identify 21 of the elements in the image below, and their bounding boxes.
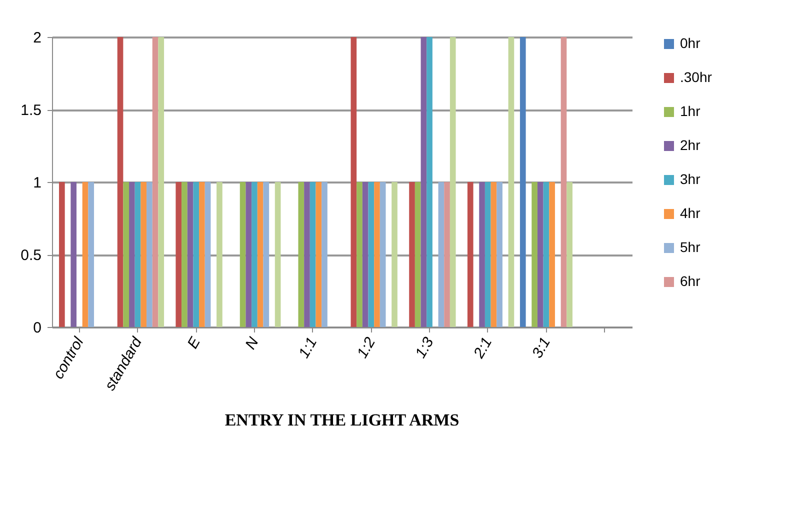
y-tick-label: 1.5 — [20, 102, 42, 119]
text: ENTRY IN THE LIGHT ARMS — [224, 410, 460, 430]
x-tick-label: 1:3 — [412, 334, 438, 362]
x-tick-label: N — [242, 334, 262, 352]
y-tick-label: 0.5 — [20, 247, 42, 264]
y-tick-label: 2 — [33, 30, 42, 46]
x-tick-label: 3:1 — [528, 334, 554, 362]
legend-label: 4hr — [680, 205, 701, 221]
x-tick-label: 1:1 — [295, 334, 321, 362]
legend-label: 2hr — [680, 137, 701, 153]
legend-label: 6hr — [680, 273, 701, 289]
legend-label: 3hr — [680, 171, 701, 187]
y-tick-label: 0 — [33, 320, 42, 336]
x-tick-label: E — [184, 334, 204, 352]
legend-label: 1hr — [680, 103, 701, 119]
y-tick-label: 1 — [33, 174, 42, 192]
legend-label: 5hr — [680, 239, 701, 255]
legend-label: .30hr — [680, 69, 712, 85]
legend-label: 0hr — [680, 35, 701, 51]
x-tick-label: 2:1 — [470, 334, 496, 362]
x-tick-label: 1:2 — [354, 334, 380, 362]
